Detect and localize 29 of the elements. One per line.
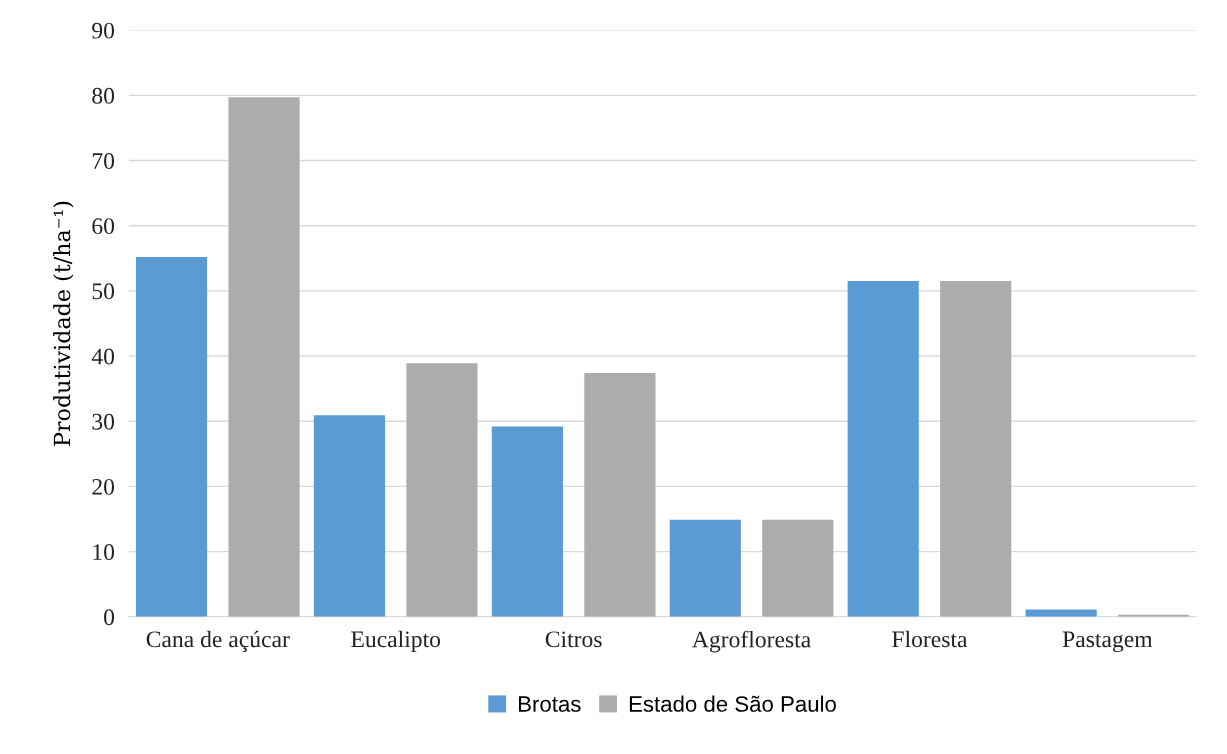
bar [228,97,300,617]
legend-label: Brotas [519,696,581,712]
y-tick-label: 50 [92,283,115,300]
x-tick-label: Pastagem [1062,631,1153,653]
y-axis-title: Produtividade (t/ha⁻¹) [53,201,74,446]
y-tick-label: 40 [91,348,115,365]
legend-label: Estado de São Paulo [629,695,836,712]
y-tick-label: 80 [92,87,115,104]
x-tick-label: Floresta [892,630,968,648]
bar [135,256,208,617]
x-tick-label: Eucalipto [351,630,441,653]
y-tick-label: 70 [92,153,115,169]
bar [669,519,741,617]
bar [313,415,386,617]
x-tick-label: Cana de açúcar [146,630,290,653]
y-tick-label: 30 [92,413,115,430]
bar [584,373,656,617]
y-tick-label: 20 [92,478,115,495]
bar [762,519,834,617]
bar [406,363,478,617]
x-tick-label: Agrofloresta [692,630,811,653]
bar [847,281,919,617]
y-tick-label: 60 [92,218,115,235]
bar [940,281,1012,617]
y-tick-label: 10 [93,544,115,561]
x-tick-label: Citros [545,631,602,648]
y-tick-label: 0 [104,609,115,626]
y-tick-label: 90 [92,22,115,39]
bar [491,426,563,617]
